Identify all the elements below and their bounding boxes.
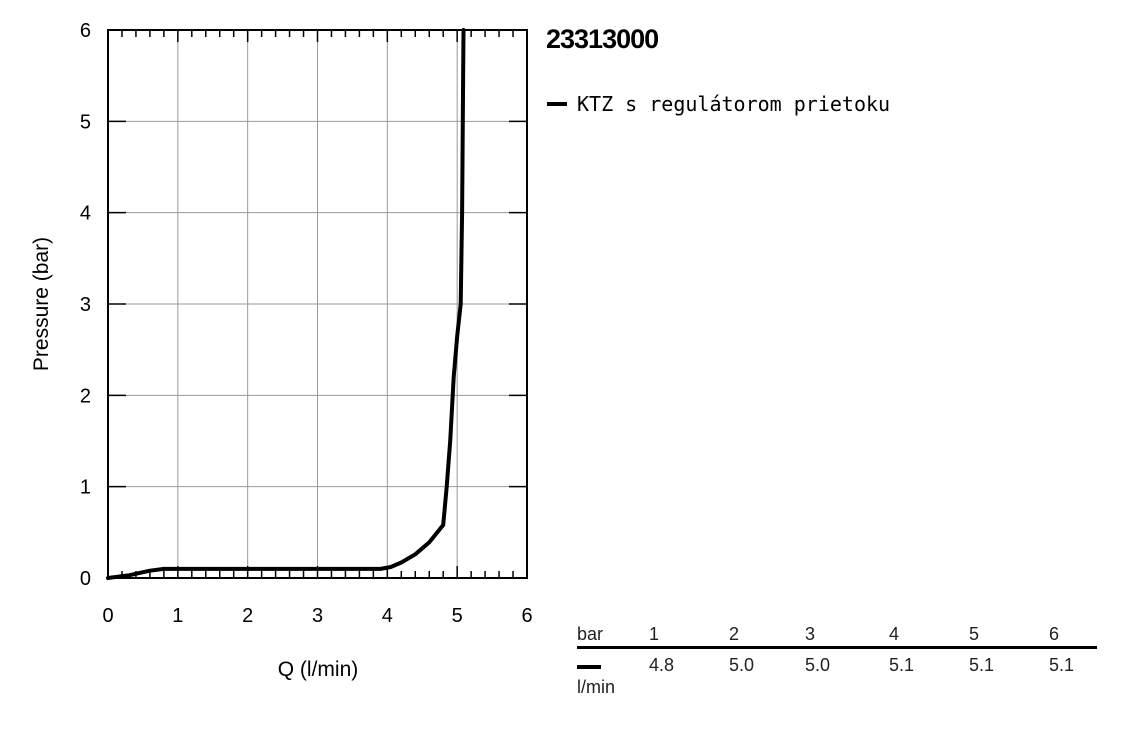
plot-frame	[107, 29, 528, 579]
table-unit-row: l/min	[577, 677, 1097, 699]
flow-table: bar 1 2 3 4 5 6 4.8 5.0 5.0 5.1 5.1 5.1 …	[577, 624, 1097, 699]
legend-swatch	[547, 102, 567, 106]
x-tick-label: 0	[102, 605, 113, 627]
table-flow: 5.1	[889, 655, 915, 675]
table-header-label: bar	[577, 624, 604, 644]
x-tick-label: 4	[382, 605, 393, 627]
x-tick-label: 1	[172, 605, 183, 627]
grid	[108, 30, 527, 578]
table-flow: 4.8	[649, 655, 675, 675]
tick-labels: 0 1 2 3 4 5 6 0 1 2 3 4 5 6	[80, 20, 533, 627]
x-axis-title: Q (l/min)	[278, 658, 359, 681]
y-tick-label: 3	[80, 294, 91, 316]
legend: KTZ s regulátorom prietoku	[547, 92, 890, 116]
y-tick-label: 4	[80, 203, 91, 225]
table-pressure: 1	[649, 624, 660, 644]
table-divider	[577, 646, 1097, 649]
y-tick-label: 2	[80, 385, 91, 407]
table-flow: 5.0	[729, 655, 755, 675]
x-tick-label: 2	[242, 605, 253, 627]
table-flow: 5.0	[805, 655, 831, 675]
table-pressure: 4	[889, 624, 900, 644]
table-pressure: 2	[729, 624, 740, 644]
table-pressure: 3	[805, 624, 816, 644]
chart-title: 23313000	[546, 24, 659, 54]
y-tick-label: 5	[80, 111, 91, 133]
chart: 0 1 2 3 4 5 6 0 1 2 3 4 5 6 Q (l/min) Pressure (bar)	[30, 20, 533, 681]
legend-label: KTZ s regulátorom prietoku	[577, 92, 891, 116]
y-tick-label: 1	[80, 477, 91, 499]
table-flow: 5.1	[969, 655, 995, 675]
table-series-swatch	[577, 665, 601, 669]
series-line-ktz	[106, 28, 466, 580]
x-tick-label: 5	[452, 605, 463, 627]
y-tick-label: 6	[80, 20, 91, 42]
table-pressure: 6	[1049, 624, 1060, 644]
table-values-row: 4.8 5.0 5.0 5.1 5.1 5.1	[577, 655, 1097, 677]
table-pressure: 5	[969, 624, 980, 644]
table-header-row: bar 1 2 3 4 5 6	[577, 624, 1097, 646]
y-tick-label: 0	[80, 568, 91, 590]
table-unit-label: l/min	[577, 677, 616, 697]
y-axis-title: Pressure (bar)	[30, 237, 53, 371]
table-flow: 5.1	[1049, 655, 1075, 675]
x-tick-label: 3	[312, 605, 323, 627]
x-tick-label: 6	[521, 605, 532, 627]
